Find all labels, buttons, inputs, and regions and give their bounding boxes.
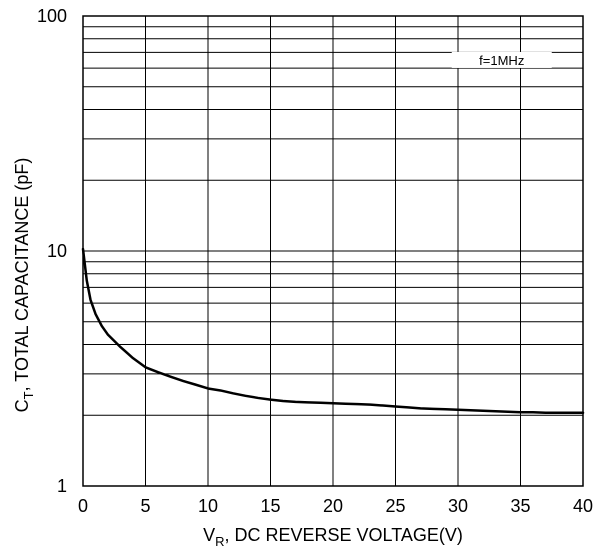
x-tick-label: 25 [385, 496, 405, 516]
plot-frame [82, 15, 584, 487]
y-axis-label-main: C [12, 399, 32, 412]
x-tick-label: 40 [573, 496, 593, 516]
y-axis-label: CT, TOTAL CAPACITANCE (pF) [12, 158, 36, 413]
x-tick-label: 10 [198, 496, 218, 516]
grid [82, 16, 584, 486]
x-axis-label-sub: R [215, 534, 224, 549]
x-tick-labels: 0 5 10 15 20 25 30 35 40 [78, 496, 593, 516]
y-axis-label-rest: , TOTAL CAPACITANCE (pF) [12, 158, 32, 392]
frequency-annotation: f=1MHz [451, 51, 552, 68]
y-tick-labels: 1 10 100 [37, 6, 67, 496]
y-axis-label-sub: T [21, 391, 36, 399]
capacitance-curve [81, 247, 585, 414]
x-tick-label: 35 [510, 496, 530, 516]
x-tick-label: 30 [448, 496, 468, 516]
x-tick-label: 5 [140, 496, 150, 516]
y-tick-label: 1 [57, 476, 67, 496]
annotation-background [451, 51, 552, 68]
x-axis-label-main: V [203, 525, 215, 545]
x-tick-label: 15 [260, 496, 280, 516]
annotation-text: f=1MHz [479, 53, 524, 68]
x-tick-label: 20 [323, 496, 343, 516]
x-axis-label-rest: , DC REVERSE VOLTAGE(V) [225, 525, 463, 545]
y-tick-label: 100 [37, 6, 67, 26]
y-tick-label: 10 [47, 241, 67, 261]
x-axis-label: VR, DC REVERSE VOLTAGE(V) [203, 525, 463, 549]
x-tick-label: 0 [78, 496, 88, 516]
plot-area [81, 247, 585, 414]
